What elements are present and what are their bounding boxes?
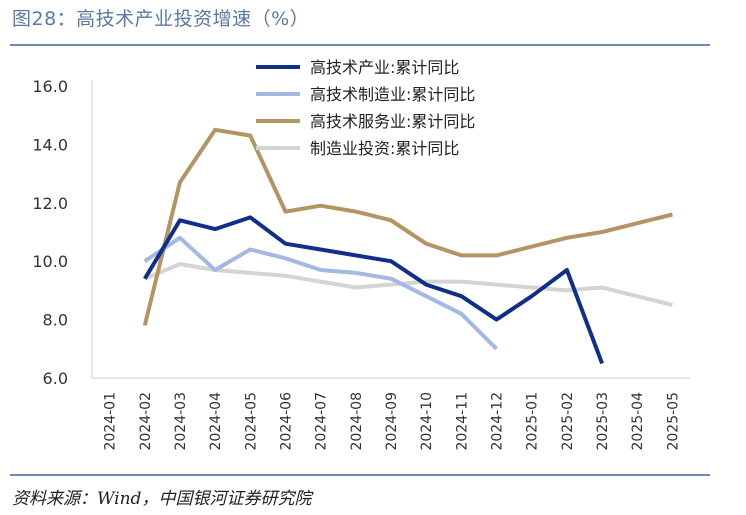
x-tick-label: 2025-04 <box>630 392 646 451</box>
series-line-3 <box>144 262 673 307</box>
x-tick-label: 2024-02 <box>138 392 154 451</box>
y-tick-label: 8.0 <box>43 311 68 330</box>
x-tick-label: 2025-05 <box>665 392 681 451</box>
x-tick-label: 2024-10 <box>419 392 435 451</box>
x-tick-label: 2024-12 <box>490 392 506 451</box>
x-tick-label: 2024-08 <box>349 392 365 451</box>
footer-divider <box>10 474 710 476</box>
x-tick-label: 2024-11 <box>454 392 470 451</box>
title-divider <box>10 44 710 46</box>
legend-label-1: 高技术制造业:累计同比 <box>310 85 475 104</box>
legend: 高技术产业:累计同比高技术制造业:累计同比高技术服务业:累计同比制造业投资:累计… <box>256 58 475 158</box>
source-note: 资料来源：Wind，中国银河证券研究院 <box>12 489 312 509</box>
legend-label-3: 制造业投资:累计同比 <box>310 139 459 158</box>
x-tick-label: 2024-03 <box>173 392 189 451</box>
x-tick-label: 2024-01 <box>103 392 119 451</box>
x-tick-label: 2024-04 <box>208 392 224 451</box>
series-line-1 <box>143 235 498 351</box>
x-tick-label: 2025-03 <box>595 392 611 451</box>
y-tick-label: 16.0 <box>32 77 68 96</box>
y-tick-label: 14.0 <box>32 135 68 154</box>
x-tick-label: 2024-07 <box>314 392 330 451</box>
y-tick-label: 10.0 <box>32 252 68 271</box>
x-tick-label: 2024-09 <box>384 392 400 451</box>
y-tick-label: 12.0 <box>32 194 68 213</box>
x-tick-label: 2024-05 <box>243 392 259 451</box>
y-tick-label: 6.0 <box>43 369 68 388</box>
x-tick-label: 2025-01 <box>525 392 541 451</box>
x-tick-label: 2024-06 <box>278 392 294 451</box>
legend-label-2: 高技术服务业:累计同比 <box>310 112 475 131</box>
series-line-0 <box>143 215 604 365</box>
x-tick-label: 2025-02 <box>560 392 576 451</box>
series-line-2 <box>142 127 673 326</box>
series-layer <box>142 127 673 365</box>
figure-title: 图28：高技术产业投资增速（%） <box>12 8 310 30</box>
legend-label-0: 高技术产业:累计同比 <box>310 58 459 77</box>
axes: 6.0 8.0 10.0 12.0 14.0 16.0 2024-01 2024-02 2024… <box>32 77 690 451</box>
